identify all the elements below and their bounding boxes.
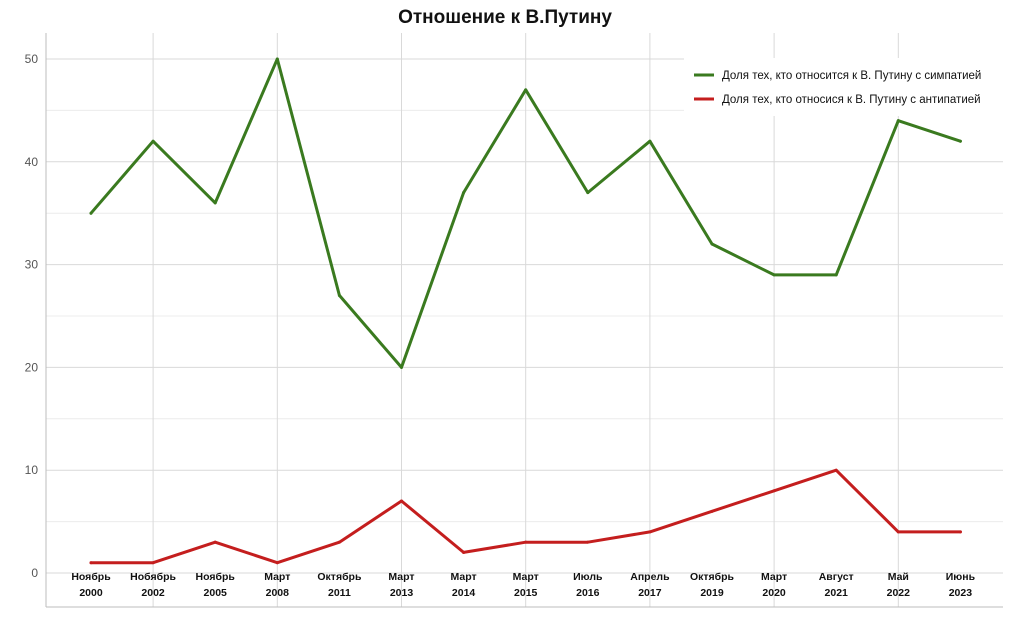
- x-tick-label-year: 2020: [762, 587, 786, 599]
- data-point: [586, 540, 590, 544]
- x-tick-label-year: 2021: [825, 587, 849, 599]
- data-point: [275, 561, 279, 565]
- x-tick-label-month: Август: [819, 571, 854, 583]
- x-tick-label-year: 2005: [204, 587, 228, 599]
- x-tick-label-month: Март: [264, 571, 290, 583]
- x-tick-label-month: Октябрь: [690, 571, 735, 583]
- data-point: [337, 293, 341, 297]
- data-point: [896, 119, 900, 123]
- x-tick-label-year: 2015: [514, 587, 538, 599]
- data-point: [648, 139, 652, 143]
- data-point: [958, 139, 962, 143]
- data-point: [772, 273, 776, 277]
- y-tick-label: 40: [25, 155, 39, 169]
- data-point: [213, 201, 217, 205]
- data-point: [958, 530, 962, 534]
- x-axis-ticks: Ноябрь 2000 Нобябрь 2002 Ноябрь 2005 Март 2008 О…: [71, 571, 975, 599]
- x-tick-label-year: 2002: [141, 587, 165, 599]
- x-tick-label-year: 2000: [79, 587, 103, 599]
- y-tick-label: 30: [25, 258, 39, 272]
- data-point: [89, 561, 93, 565]
- y-tick-label: 10: [25, 463, 39, 477]
- x-tick-label-year: 2022: [887, 587, 911, 599]
- x-tick-label-year: 2023: [949, 587, 973, 599]
- x-tick-label-month: Март: [513, 571, 539, 583]
- axis-frame: [45, 33, 1003, 608]
- data-point: [400, 365, 403, 369]
- legend-box: [684, 58, 1004, 116]
- x-tick-label-month: Ноябрь: [71, 571, 111, 583]
- x-tick-label-month: Июль: [573, 571, 603, 583]
- data-point: [834, 273, 838, 277]
- x-tick-label-year: 2016: [576, 587, 600, 599]
- data-point: [213, 540, 217, 544]
- data-point: [462, 550, 466, 554]
- x-tick-label-month: Июнь: [946, 571, 976, 583]
- x-tick-label-month: Ноябрь: [196, 571, 236, 583]
- data-point: [896, 530, 900, 534]
- chart-title: Отношение к В.Путину: [398, 7, 612, 28]
- y-tick-label: 20: [25, 360, 39, 374]
- legend-label: Доля тех, кто относится к В. Путину с си…: [722, 70, 981, 82]
- y-tick-label: 50: [25, 52, 39, 66]
- legend: Доля тех, кто относится к В. Путину с си…: [684, 58, 1004, 116]
- legend-label: Доля тех, кто относися к В. Путину с ант…: [722, 94, 981, 106]
- y-axis-ticks: 0 10 20 30 40 50: [25, 52, 39, 580]
- data-point: [275, 57, 279, 61]
- data-point: [89, 211, 93, 215]
- x-tick-label-year: 2014: [452, 587, 476, 599]
- x-tick-label-month: Нобябрь: [130, 571, 176, 583]
- x-tick-label-month: Апрель: [630, 571, 670, 583]
- x-tick-label-month: Май: [888, 571, 909, 583]
- data-point: [834, 468, 838, 472]
- x-tick-label-year: 2013: [390, 587, 414, 599]
- data-point: [710, 509, 714, 513]
- data-point: [400, 499, 403, 503]
- data-point: [586, 191, 590, 195]
- data-point: [710, 242, 714, 246]
- data-point: [648, 530, 652, 534]
- data-point: [151, 139, 155, 143]
- x-tick-label-year: 2011: [328, 587, 351, 599]
- data-point: [772, 489, 776, 493]
- data-point: [524, 88, 528, 92]
- x-tick-label-month: Март: [761, 571, 787, 583]
- data-point: [462, 191, 466, 195]
- data-point: [524, 540, 528, 544]
- x-tick-label-month: Октябрь: [317, 571, 362, 583]
- series-group: [89, 57, 962, 565]
- x-tick-label-year: 2008: [266, 587, 290, 599]
- x-tick-label-month: Март: [388, 571, 414, 583]
- x-tick-label-year: 2017: [638, 587, 662, 599]
- y-tick-label: 0: [31, 566, 38, 580]
- data-point: [151, 561, 155, 565]
- x-tick-label-month: Март: [451, 571, 477, 583]
- data-point: [337, 540, 341, 544]
- x-tick-label-year: 2019: [700, 587, 724, 599]
